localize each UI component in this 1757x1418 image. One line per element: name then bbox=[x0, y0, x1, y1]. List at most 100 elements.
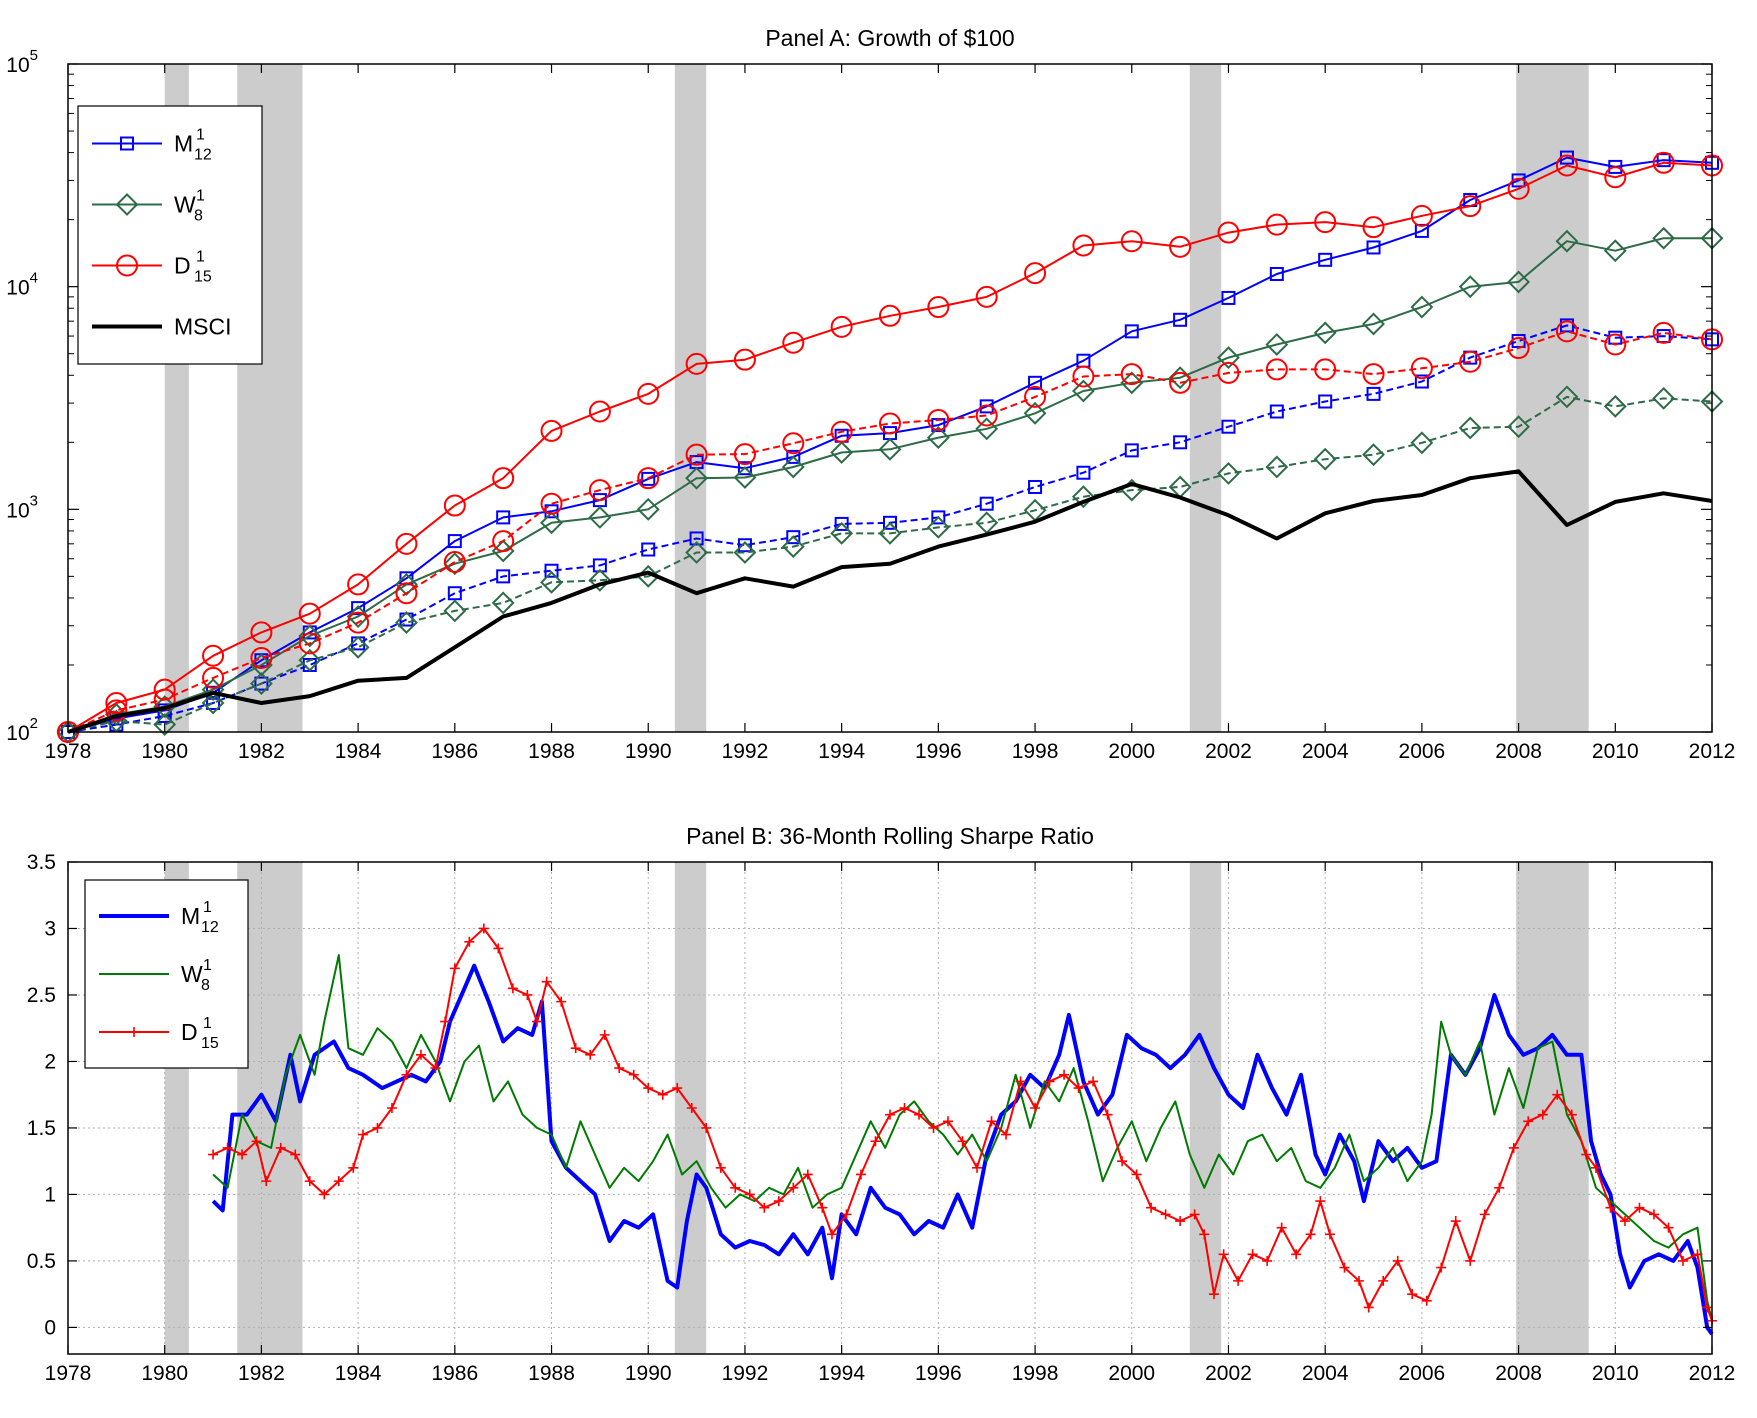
x-tick-label: 1992 bbox=[722, 740, 769, 763]
y-tick-base: 10 bbox=[6, 722, 29, 745]
x-tick-label: 1978 bbox=[45, 740, 92, 763]
data-point bbox=[817, 1202, 828, 1213]
data-point bbox=[759, 1202, 770, 1213]
data-point bbox=[346, 635, 370, 659]
data-point bbox=[1120, 371, 1144, 395]
data-point bbox=[899, 1103, 910, 1113]
data-point bbox=[841, 1209, 852, 1220]
data-point bbox=[496, 569, 511, 584]
x-tick-label: 1998 bbox=[1012, 1362, 1059, 1385]
data-point bbox=[1173, 312, 1188, 327]
legend-marker bbox=[116, 254, 138, 277]
data-point bbox=[395, 532, 418, 555]
data-point bbox=[1362, 216, 1385, 239]
x-tick-label: 2008 bbox=[1495, 1362, 1542, 1385]
data-point bbox=[401, 1069, 412, 1080]
data-point bbox=[541, 976, 552, 987]
data-point bbox=[556, 996, 567, 1007]
data-point bbox=[830, 441, 854, 464]
data-point bbox=[493, 943, 504, 954]
data-point bbox=[298, 632, 321, 655]
x-tick-label: 1984 bbox=[335, 740, 382, 763]
data-point bbox=[1028, 375, 1043, 390]
shaded-period bbox=[1189, 64, 1222, 732]
data-point bbox=[1581, 1149, 1592, 1160]
data-point bbox=[347, 611, 370, 634]
data-point bbox=[357, 1129, 368, 1140]
data-point bbox=[614, 1063, 625, 1074]
chart-title: Panel A: Growth of $100 bbox=[765, 25, 1014, 51]
data-point bbox=[347, 573, 370, 596]
data-point bbox=[261, 1176, 272, 1187]
data-point bbox=[599, 1029, 610, 1040]
panel-b: 1978 1980 1982 1984 1986 1988 1990 1992 1994 1996… bbox=[27, 823, 1736, 1385]
x-tick-label: 2012 bbox=[1689, 1362, 1736, 1385]
data-point bbox=[1508, 1142, 1519, 1153]
x-tick-label: 2012 bbox=[1689, 740, 1736, 763]
y-tick-exp: 5 bbox=[30, 47, 38, 64]
data-point bbox=[395, 611, 418, 635]
data-point bbox=[1169, 235, 1192, 258]
data-point bbox=[975, 417, 999, 441]
data-point bbox=[447, 586, 462, 601]
data-point bbox=[1479, 1209, 1490, 1220]
data-point bbox=[1410, 357, 1433, 380]
data-point bbox=[914, 1109, 925, 1120]
y-tick-label: 104 bbox=[6, 270, 38, 300]
series-0 bbox=[211, 963, 1714, 1336]
data-point bbox=[540, 492, 563, 515]
data-point bbox=[1537, 1109, 1548, 1120]
series-2 bbox=[208, 923, 1717, 1326]
data-point bbox=[730, 1182, 741, 1193]
data-point bbox=[249, 672, 273, 695]
data-point bbox=[879, 304, 901, 327]
legend-item: D 1 15 bbox=[99, 1015, 219, 1052]
legend-subscript: 8 bbox=[194, 208, 203, 225]
data-point bbox=[737, 538, 752, 553]
data-point bbox=[879, 412, 901, 435]
series-line bbox=[67, 469, 1713, 734]
data-point bbox=[588, 479, 611, 502]
data-point bbox=[464, 936, 475, 947]
data-point bbox=[957, 1136, 968, 1147]
data-point bbox=[1450, 1216, 1461, 1227]
data-point bbox=[395, 582, 418, 605]
x-tick-label: 2010 bbox=[1592, 740, 1639, 763]
data-point bbox=[927, 408, 950, 431]
data-point bbox=[1604, 166, 1627, 189]
data-point bbox=[430, 1063, 441, 1074]
data-point bbox=[1410, 431, 1434, 455]
data-point bbox=[931, 510, 946, 525]
x-tick-label: 1988 bbox=[528, 1362, 575, 1385]
data-point bbox=[1313, 321, 1337, 345]
data-point bbox=[298, 602, 321, 625]
data-point bbox=[1001, 1129, 1012, 1140]
x-tick-label: 1996 bbox=[915, 740, 962, 763]
data-point bbox=[802, 1169, 813, 1180]
data-point bbox=[372, 1122, 383, 1133]
data-point bbox=[290, 1149, 301, 1160]
data-point bbox=[1117, 1156, 1128, 1167]
data-point bbox=[1362, 443, 1385, 467]
data-point bbox=[1459, 350, 1482, 373]
data-point bbox=[237, 1149, 248, 1160]
data-point bbox=[1702, 1302, 1713, 1313]
data-point bbox=[1619, 1216, 1630, 1227]
data-point bbox=[781, 455, 805, 479]
data-point bbox=[202, 666, 225, 689]
y-tick-base: 10 bbox=[6, 54, 29, 77]
data-point bbox=[1102, 1109, 1113, 1120]
data-point bbox=[202, 644, 225, 667]
x-tick-label: 1982 bbox=[238, 1362, 285, 1385]
data-point bbox=[643, 1083, 654, 1094]
data-point bbox=[1247, 1249, 1258, 1260]
data-point bbox=[1378, 1275, 1389, 1286]
data-point bbox=[689, 531, 704, 546]
data-point bbox=[395, 573, 418, 596]
data-point bbox=[1221, 290, 1236, 305]
data-point bbox=[1314, 358, 1337, 381]
data-point bbox=[275, 1142, 286, 1153]
data-point bbox=[685, 443, 708, 466]
data-point bbox=[733, 541, 757, 564]
data-point bbox=[926, 426, 950, 450]
